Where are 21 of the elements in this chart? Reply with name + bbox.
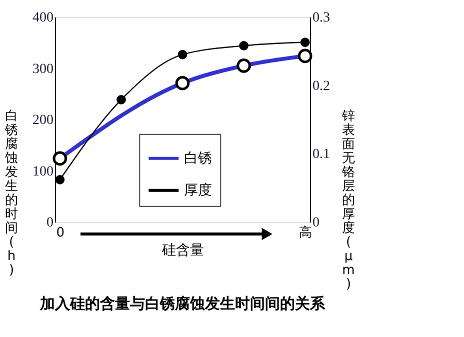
- y2-tick-label: 0.1: [312, 147, 330, 162]
- y2-tick-label: 0: [312, 216, 320, 230]
- y-tick-label: 200: [32, 113, 54, 128]
- x-tick-label: 高: [299, 224, 312, 240]
- point: [300, 38, 310, 47]
- text: 加入硅的含量与白锈腐蚀发生时间间的关系: [39, 294, 326, 312]
- legend-label: 白锈: [184, 150, 212, 166]
- x-axis-title: 硅含量: [161, 242, 204, 258]
- point: [55, 174, 65, 184]
- legend-label: 厚度: [184, 182, 212, 198]
- point: [239, 41, 248, 50]
- text: 锌表面无铬层的厚度(μm): [342, 109, 355, 292]
- y-tick-label: 300: [32, 62, 54, 77]
- y-tick-label: 100: [32, 164, 54, 180]
- y2-tick-label: 0.2: [312, 78, 330, 94]
- y-tick-label: 0: [46, 216, 54, 230]
- point: [116, 95, 126, 104]
- text: 白锈腐蚀发生的时间(h): [5, 109, 18, 278]
- point: [178, 50, 188, 60]
- y2-tick-label: 0.3: [312, 10, 330, 26]
- y-tick-label: 400: [32, 10, 54, 26]
